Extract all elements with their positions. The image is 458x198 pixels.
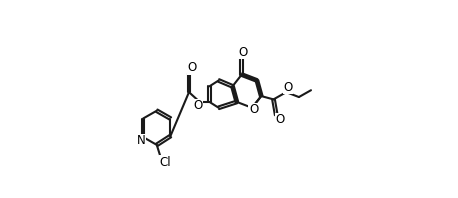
Text: O: O (238, 46, 247, 59)
Text: O: O (193, 99, 202, 112)
Text: Cl: Cl (159, 156, 171, 169)
Text: O: O (188, 61, 197, 74)
Text: O: O (275, 113, 284, 126)
Text: O: O (249, 103, 258, 116)
Text: O: O (284, 81, 293, 94)
Text: N: N (137, 134, 146, 148)
